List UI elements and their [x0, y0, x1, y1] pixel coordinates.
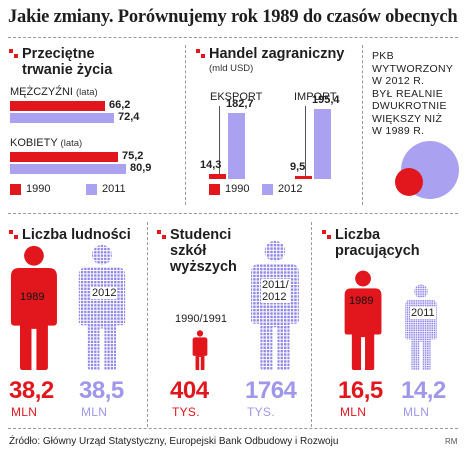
workers-label-2011: 2011 — [410, 307, 436, 319]
divider-middle — [8, 213, 458, 214]
trade-group-import: IMPORT — [294, 91, 337, 103]
workers-title: Liczba pracujących — [335, 227, 420, 259]
trade-value-import-1990: 9,5 — [290, 161, 306, 173]
trade-pointer-export — [219, 106, 220, 178]
trade-pointer-import — [305, 106, 306, 178]
legend-label-1990: 1990 — [225, 183, 250, 195]
legend-label-1990: 1990 — [26, 183, 51, 195]
population-figure-1989 — [10, 245, 57, 370]
life-value-women-2011: 80,9 — [130, 162, 152, 174]
life-bar-men-2011 — [10, 113, 114, 123]
population-title: Liczba ludności — [22, 227, 131, 243]
page-title: Jakie zmiany. Porównujemy rok 1989 do cz… — [8, 7, 458, 27]
legend-swatch-2012 — [262, 184, 273, 195]
life-bar-men-1990 — [10, 101, 105, 111]
workers-value-2011: 14,2 — [401, 377, 446, 404]
life-value-women-1990: 75,2 — [122, 150, 144, 162]
pkb-circles — [395, 141, 459, 199]
legend-label-2012: 2012 — [278, 183, 303, 195]
divider-v4 — [311, 222, 312, 427]
section-bullet-icon — [157, 230, 166, 239]
trade-bar-import-1990 — [295, 176, 312, 179]
population-value-2012: 38,5 — [79, 377, 124, 404]
students-unit-1990: TYS. — [172, 405, 200, 419]
pkb-circle-1989 — [395, 168, 423, 196]
divider-v3 — [147, 222, 148, 427]
population-unit-1989: MLN — [11, 405, 38, 419]
workers-label-1989: 1989 — [349, 295, 374, 307]
life-bar-women-2011 — [10, 164, 126, 174]
students-figure-1990 — [192, 330, 208, 370]
life-title: Przeciętne trwanie życia — [22, 46, 113, 78]
trade-bar-export-2012 — [228, 113, 245, 179]
population-figure-2012 — [78, 244, 126, 370]
divider-v2 — [362, 45, 363, 205]
students-title: Studenci szkół wyższych — [170, 227, 237, 275]
students-value-1990: 404 — [170, 377, 209, 404]
life-group-women: KOBIETY (lata) — [10, 137, 83, 149]
students-figure-2011 — [251, 240, 299, 370]
population-value-1989: 38,2 — [9, 377, 54, 404]
trade-value-export-1990: 14,3 — [200, 159, 222, 171]
life-group-men: MĘŻCZYŹNI (lata) — [10, 86, 98, 98]
workers-value-1989: 16,5 — [338, 377, 383, 404]
life-bar-women-1990 — [10, 152, 118, 162]
source-note: Źródło: Główny Urząd Statystyczny, Europ… — [9, 436, 339, 447]
trade-group-export: EKSPORT — [210, 91, 263, 103]
legend-swatch-1990 — [10, 184, 21, 195]
workers-figure-1989 — [344, 270, 382, 370]
trade-bar-import-2012 — [314, 109, 331, 179]
students-label-1990: 1990/1991 — [175, 313, 227, 325]
section-bullet-icon — [9, 49, 18, 58]
trade-value-import-2012: 195,4 — [312, 94, 340, 106]
trade-value-export-2012: 182,7 — [226, 98, 254, 110]
workers-unit-1989: MLN — [340, 405, 367, 419]
workers-unit-2011: MLN — [403, 405, 430, 419]
section-bullet-icon — [322, 230, 331, 239]
students-unit-2011: TYS. — [247, 405, 275, 419]
legend-label-2011: 2011 — [102, 183, 126, 195]
workers-figure-2011 — [405, 284, 437, 370]
section-bullet-icon — [9, 230, 18, 239]
divider-v1 — [185, 45, 186, 205]
trade-title: Handel zagraniczny — [209, 46, 345, 62]
population-label-2012: 2012 — [91, 287, 118, 299]
population-unit-2012: MLN — [81, 405, 108, 419]
legend-swatch-1990 — [209, 184, 220, 195]
author-credit: RM — [445, 437, 458, 446]
divider-top — [8, 37, 458, 38]
section-bullet-icon — [196, 49, 205, 58]
life-value-men-1990: 66,2 — [109, 99, 131, 111]
divider-bottom — [8, 428, 458, 429]
trade-unit: (mld USD) — [209, 63, 254, 74]
population-label-1989: 1989 — [20, 291, 45, 303]
life-value-men-2011: 72,4 — [118, 111, 140, 123]
legend-swatch-2011 — [86, 184, 97, 195]
students-label-2011: 2011/ 2012 — [261, 279, 290, 303]
students-value-2011: 1764 — [245, 377, 297, 404]
pkb-text: PKB WYTWORZONY W 2012 R. BYŁ REALNIE DWU… — [372, 50, 454, 137]
trade-bar-export-1990 — [209, 174, 226, 179]
